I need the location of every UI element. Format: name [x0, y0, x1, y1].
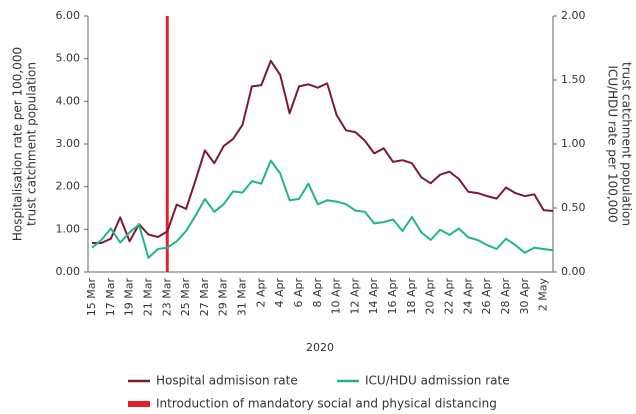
x-tick-label: 22 Apr [443, 278, 456, 315]
y2-tick-label: 0.00 [561, 265, 586, 278]
x-tick-label: 27 Mar [198, 278, 211, 317]
legend-label: ICU/HDU admission rate [365, 374, 510, 388]
legend-label: Introduction of mandatory social and phy… [156, 397, 497, 411]
y-tick-label: 4.00 [56, 94, 81, 107]
x-tick-label: 29 Mar [217, 278, 230, 317]
y-tick-label: 6.00 [56, 9, 81, 22]
series-line [92, 59, 554, 244]
x-tick-label: 18 Apr [405, 278, 418, 315]
y-tick-label: 0.00 [56, 265, 81, 278]
y-tick-label: 1.00 [56, 222, 81, 235]
x-tick-label: 4 Apr [273, 278, 286, 308]
x-tick-label: 12 Apr [348, 278, 361, 315]
y2-axis-label: ICU/HDU rate per 100,000 [606, 65, 620, 222]
y-tick-label: 2.00 [56, 180, 81, 193]
x-axis-label: 2020 [306, 341, 334, 354]
y-axis-label: Hospitalisation rate per 100,000 [11, 47, 25, 241]
legend-swatch [128, 401, 150, 407]
x-tick-label: 19 Mar [123, 278, 136, 317]
x-tick-label: 8 Apr [311, 278, 324, 308]
y-axis-label: trust catchment population [25, 62, 39, 226]
x-tick-label: 31 Mar [236, 278, 249, 317]
x-tick-label: 30 Apr [518, 278, 531, 315]
y2-tick-label: 2.00 [561, 9, 586, 22]
legend-label: Hospital admisison rate [156, 374, 298, 388]
y2-tick-label: 1.50 [561, 73, 586, 86]
series-line [91, 159, 554, 259]
y2-tick-label: 1.00 [561, 137, 586, 150]
y2-tick-label: 0.50 [561, 201, 586, 214]
x-tick-label: 17 Mar [104, 278, 117, 317]
x-tick-label: 2 May [537, 278, 550, 312]
x-tick-label: 10 Apr [330, 278, 343, 315]
y-tick-label: 5.00 [56, 52, 81, 65]
x-tick-label: 26 Apr [480, 278, 493, 315]
y-tick-label: 3.00 [56, 137, 81, 150]
x-tick-label: 14 Apr [367, 278, 380, 315]
y2-axis-label: trust catchment population [620, 62, 634, 226]
x-tick-label: 28 Apr [499, 278, 512, 315]
x-tick-label: 2 Apr [254, 278, 267, 308]
x-tick-label: 25 Mar [179, 278, 192, 317]
x-tick-label: 20 Apr [424, 278, 437, 315]
x-tick-label: 24 Apr [461, 278, 474, 315]
x-tick-label: 15 Mar [85, 278, 98, 317]
x-tick-label: 21 Mar [141, 278, 154, 317]
x-tick-label: 6 Apr [292, 278, 305, 308]
x-tick-label: 16 Apr [386, 278, 399, 315]
x-tick-label: 23 Mar [160, 278, 173, 317]
